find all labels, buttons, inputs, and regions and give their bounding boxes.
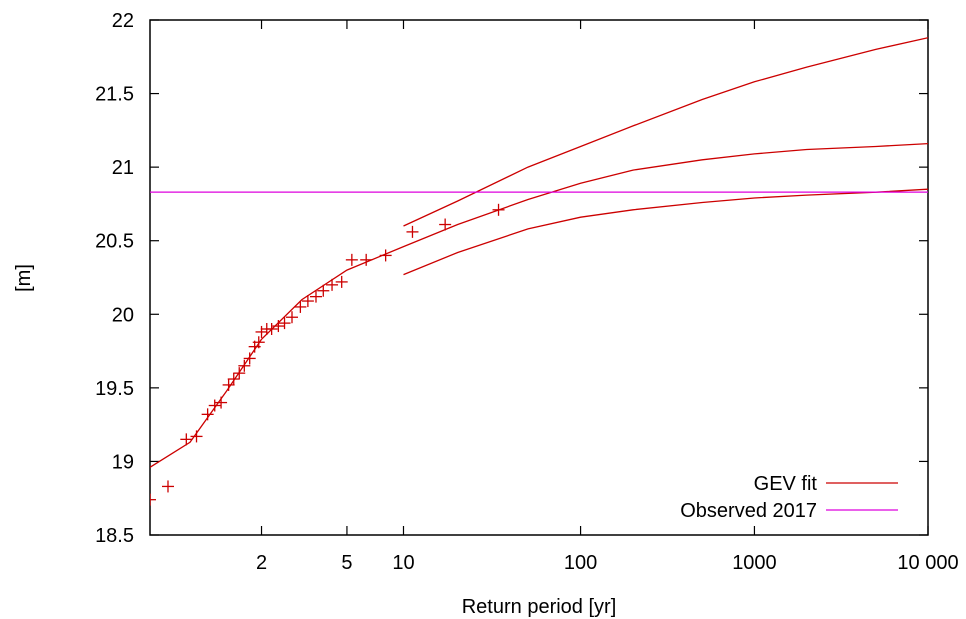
y-tick-label: 20.5 (95, 231, 134, 253)
x-tick-label: 5 (341, 552, 352, 574)
data-point-marker (215, 396, 228, 409)
data-point-marker (272, 320, 285, 333)
y-tick-label: 20 (112, 304, 134, 326)
y-tick-label: 19.5 (95, 378, 134, 400)
data-point-marker (294, 300, 307, 313)
data-point-marker (309, 290, 322, 303)
x-axis-label: Return period [yr] (462, 596, 617, 618)
data-point-marker (201, 408, 214, 421)
data-point-marker (345, 253, 358, 266)
y-tick-label: 22 (112, 10, 134, 32)
data-point-marker (222, 378, 235, 391)
x-tick-label: 1000 (732, 552, 777, 574)
plot-frame (149, 19, 929, 536)
data-point-marker (265, 323, 278, 335)
data-point-marker (278, 317, 291, 330)
series-line-2 (403, 188, 928, 276)
data-point-marker (439, 218, 452, 231)
legend-label: GEV fit (754, 473, 818, 495)
y-tick-label: 18.5 (95, 525, 134, 547)
x-tick-label: 100 (564, 552, 597, 574)
y-tick-label: 21 (112, 157, 134, 179)
data-point-marker (243, 352, 256, 365)
data-point-marker (285, 311, 298, 324)
y-axis-label: [m] (13, 264, 35, 292)
legend-label: Observed 2017 (680, 500, 817, 522)
data-point-marker (252, 336, 265, 349)
data-point-marker (492, 203, 505, 216)
series-line-1 (403, 37, 928, 227)
data-point-marker (150, 493, 156, 506)
data-point-marker (208, 399, 221, 412)
data-point-marker (180, 433, 193, 446)
plot-area (150, 37, 928, 506)
x-tick-label: 2 (256, 552, 267, 574)
x-axis-ticks: 2 5 10 100 1000 10 000 (256, 20, 959, 574)
x-tick-label: 10 000 (897, 552, 958, 574)
x-tick-label: 10 (392, 552, 414, 574)
data-point-marker (161, 480, 174, 493)
data-point-marker (326, 278, 339, 291)
y-axis-ticks: 18.5 19 19.5 20 20.5 21 21.5 22 (95, 10, 928, 547)
data-point-marker (301, 295, 314, 308)
data-point-marker (238, 359, 251, 372)
data-point-marker (317, 284, 330, 297)
legend: GEV fit Observed 2017 (680, 473, 898, 522)
data-point-marker (255, 325, 268, 338)
y-tick-label: 21.5 (95, 84, 134, 106)
data-point-marker (335, 275, 348, 288)
data-point-marker (360, 253, 373, 266)
data-point-marker (227, 373, 240, 386)
data-point-marker (379, 249, 392, 262)
data-point-marker (190, 430, 203, 443)
y-tick-label: 19 (112, 451, 134, 473)
data-point-marker (233, 367, 246, 380)
data-point-marker (406, 225, 419, 238)
